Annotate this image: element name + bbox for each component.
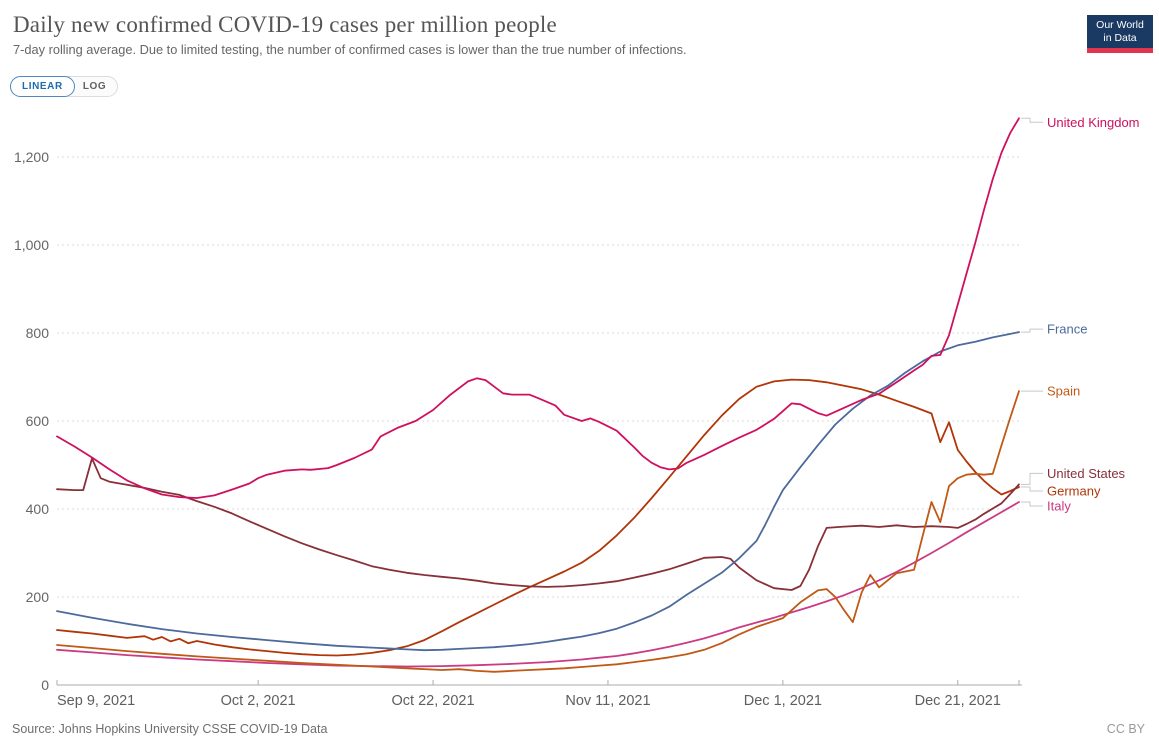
y-axis-tick-label: 1,000 [14,237,49,253]
series-line-france[interactable] [56,331,1020,652]
series-label-france[interactable]: France [1047,322,1087,337]
x-axis-tick-label: Sep 9, 2021 [57,693,135,709]
page-subtitle: 7-day rolling average. Due to limited te… [13,42,687,57]
series-label-germany[interactable]: Germany [1047,484,1101,499]
y-axis-tick-label: 0 [41,677,49,693]
x-axis-tick-label: Oct 22, 2021 [392,693,475,709]
owid-logo-line1: Our World [1096,19,1144,31]
scale-toggle: LINEAR LOG [10,76,119,97]
owid-logo-red-bar [1087,48,1153,53]
series-label-united-kingdom[interactable]: United Kingdom [1047,115,1140,130]
series-label-connector [1021,486,1043,492]
series-line-united-states[interactable] [56,457,1020,591]
series-label-italy[interactable]: Italy [1047,498,1071,513]
x-axis-tick-label: Dec 1, 2021 [744,693,822,709]
x-axis-tick-label: Dec 21, 2021 [915,693,1001,709]
series-label-connector [1021,328,1043,333]
log-scale-button[interactable]: LOG [74,77,117,96]
series-label-spain[interactable]: Spain [1047,384,1080,399]
series-label-united-states[interactable]: United States [1047,466,1126,481]
y-axis-tick-label: 800 [26,325,50,341]
x-axis-tick-label: Nov 11, 2021 [565,693,650,709]
series-line-united-kingdom[interactable] [56,117,1020,499]
owid-logo[interactable]: Our World in Data [1087,15,1153,53]
y-axis-tick-label: 1,200 [14,149,49,165]
page-title: Daily new confirmed COVID-19 cases per m… [13,12,557,37]
series-label-connector [1021,501,1043,507]
series-label-connector [1021,117,1043,123]
series-line-italy[interactable] [56,501,1020,668]
series-line-germany[interactable] [56,378,1020,657]
y-axis-tick-label: 400 [26,501,50,517]
series-line-spain[interactable] [56,390,1020,673]
series-label-connector [1021,472,1043,485]
license-badge[interactable]: CC BY [1106,722,1145,736]
source-note: Source: Johns Hopkins University CSSE CO… [12,722,328,736]
owid-logo-line2: in Data [1103,32,1137,44]
linear-scale-button[interactable]: LINEAR [10,76,75,97]
x-axis-tick-label: Oct 2, 2021 [221,693,296,709]
y-axis-tick-label: 200 [26,589,50,605]
y-axis-tick-label: 600 [26,413,50,429]
